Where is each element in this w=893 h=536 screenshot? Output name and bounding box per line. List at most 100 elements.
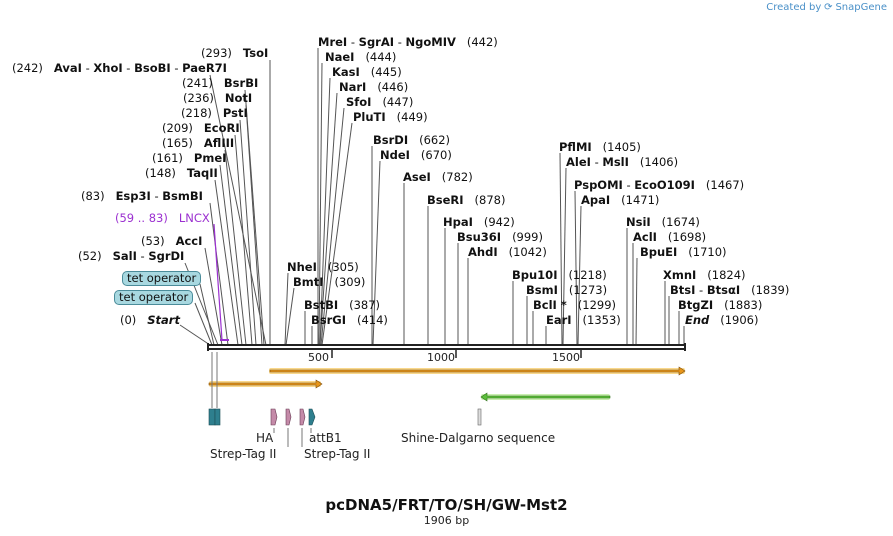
site-psti: (218) PstI: [181, 106, 248, 120]
plasmid-length: 1906 bp: [423, 514, 470, 527]
site-acci: (53) AccI: [141, 234, 203, 248]
site-ecori: (209) EcoRI: [162, 121, 240, 135]
tet-operator-1: tet operator: [122, 271, 202, 286]
site-bsrdi: BsrDI (662): [373, 133, 451, 147]
site-bpuei: BpuEI (1710): [640, 245, 727, 259]
leader-tet1: [199, 283, 215, 346]
site-btsi: BtsI - BtsαI (1839): [670, 283, 790, 297]
leader-tet2: [194, 302, 213, 346]
orf-arrow-1: [208, 379, 323, 389]
site-alei: AleI - MslI (1406): [566, 155, 679, 169]
leader-sfoi: [320, 107, 345, 346]
site-ndei: NdeI (670): [380, 148, 452, 162]
site-bmti: BmtI (309): [293, 275, 366, 289]
leader-avai: [209, 74, 267, 346]
site-taqii: (148) TaqII: [145, 166, 218, 180]
leader-bpuei: [635, 257, 638, 346]
site-hpai: HpaI (942): [443, 215, 515, 229]
site-bsrbi: (241) BsrBI: [182, 76, 259, 90]
snapgene-logo-icon: ⟳: [824, 2, 833, 13]
site-eari: EarI (1353): [546, 313, 621, 327]
site-bsu36i: Bsu36I (999): [457, 230, 543, 244]
site-bcli: BclI * (1299): [533, 298, 617, 312]
site-bstbi: BstBI (387): [304, 298, 381, 312]
leader-taqii: [214, 179, 239, 346]
feature-box-teal-1: [208, 408, 216, 426]
site-xmni: XmnI (1824): [663, 268, 746, 282]
site-start: (0) Start: [120, 313, 180, 327]
leader-bmti: [285, 287, 295, 346]
leader-nhei: [284, 272, 289, 346]
site-sfoi: SfoI (447): [346, 95, 414, 109]
feature-label-attb1: attB1: [309, 431, 342, 445]
site-avai: (242) AvaI - XhoI - BsoBI - PaeR7I: [12, 61, 227, 75]
leader-psti: [239, 119, 257, 346]
feature-box-teal-2: [214, 408, 221, 426]
feature-strep-2: [299, 408, 306, 426]
site-nari: NarI (446): [339, 80, 409, 94]
leader-noti: [245, 104, 263, 346]
site-bsmi: BsmI (1273): [526, 283, 608, 297]
site-apai: ApaI (1471): [581, 193, 660, 207]
dna-strand-top: [207, 344, 686, 346]
site-afliii: (165) AflIII: [162, 136, 235, 150]
leader-pflmi: [559, 152, 563, 346]
tick-label-1000: 1000: [427, 351, 455, 364]
leader-ndei: [372, 160, 381, 346]
leader-ecori: [234, 134, 253, 346]
feature-ha: [270, 408, 278, 426]
leader-nari: [319, 92, 338, 346]
site-acli: AclI (1698): [633, 230, 707, 244]
site-kasi: KasI (445): [332, 65, 402, 79]
feature-lncx-label: (59 .. 83) LNCX: [115, 211, 210, 225]
site-pspomi: PspOMI - EcoO109I (1467): [574, 178, 745, 192]
site-pflmi: PflMI (1405): [559, 140, 641, 154]
lncx-segment: [220, 339, 229, 341]
site-bseri: BseRI (878): [427, 193, 506, 207]
site-nhei: NheI (305): [287, 260, 359, 274]
site-mrei: MreI - SgrAI - NgoMIV (442): [318, 35, 498, 49]
site-esp3i: (83) Esp3I - BsmBI: [81, 189, 203, 203]
feature-label-strep-1: Strep-Tag II: [210, 447, 277, 461]
tick-label-500: 500: [308, 351, 329, 364]
leader-alei: [562, 167, 567, 346]
dna-end-right: [684, 343, 686, 351]
site-pmei: (161) PmeI: [152, 151, 227, 165]
site-asei: AseI (782): [403, 170, 473, 184]
leader-apai: [577, 205, 582, 346]
leader-pluti: [321, 122, 353, 346]
leader-pmei: [219, 164, 243, 346]
dna-strand-bottom: [207, 348, 686, 350]
site-ahdi: AhdI (1042): [468, 245, 547, 259]
site-noti: (236) NotI: [183, 91, 253, 105]
leader-start: [179, 324, 211, 346]
feature-strep-1: [285, 408, 292, 426]
feature-shine-dalgarno: [477, 408, 482, 426]
leader-kasi: [319, 77, 331, 346]
leader-afliii: [224, 149, 247, 346]
leader-pspomi: [574, 190, 578, 346]
site-tsoi: (293) TsoI: [201, 46, 269, 60]
leader-acci: [204, 247, 223, 346]
site-end: End (1906): [685, 313, 759, 327]
orf-arrow-3: [480, 392, 611, 402]
feature-label-ha: HA: [256, 431, 274, 445]
feature-attb1: [308, 408, 316, 426]
dna-end-left: [207, 343, 209, 351]
site-btgzi: BtgZI (1883): [678, 298, 763, 312]
orf-arrow-2: [269, 366, 686, 376]
snapgene-credit: Created by ⟳ SnapGene: [766, 2, 887, 13]
feature-label-shine-dalgarno: Shine-Dalgarno sequence: [401, 431, 556, 445]
site-sali: (52) SalI - SgrDI: [78, 249, 185, 263]
site-nsii: NsiI (1674): [626, 215, 700, 229]
site-naei: NaeI (444): [325, 50, 397, 64]
site-bpu10i: Bpu10I (1218): [512, 268, 607, 282]
tet-operator-2: tet operator: [114, 290, 194, 305]
leader-naei: [318, 62, 323, 346]
site-pluti: PluTI (449): [353, 110, 428, 124]
lncx-leader: [213, 223, 223, 341]
tick-label-1500: 1500: [552, 351, 580, 364]
leader-esp3i: [209, 202, 229, 346]
